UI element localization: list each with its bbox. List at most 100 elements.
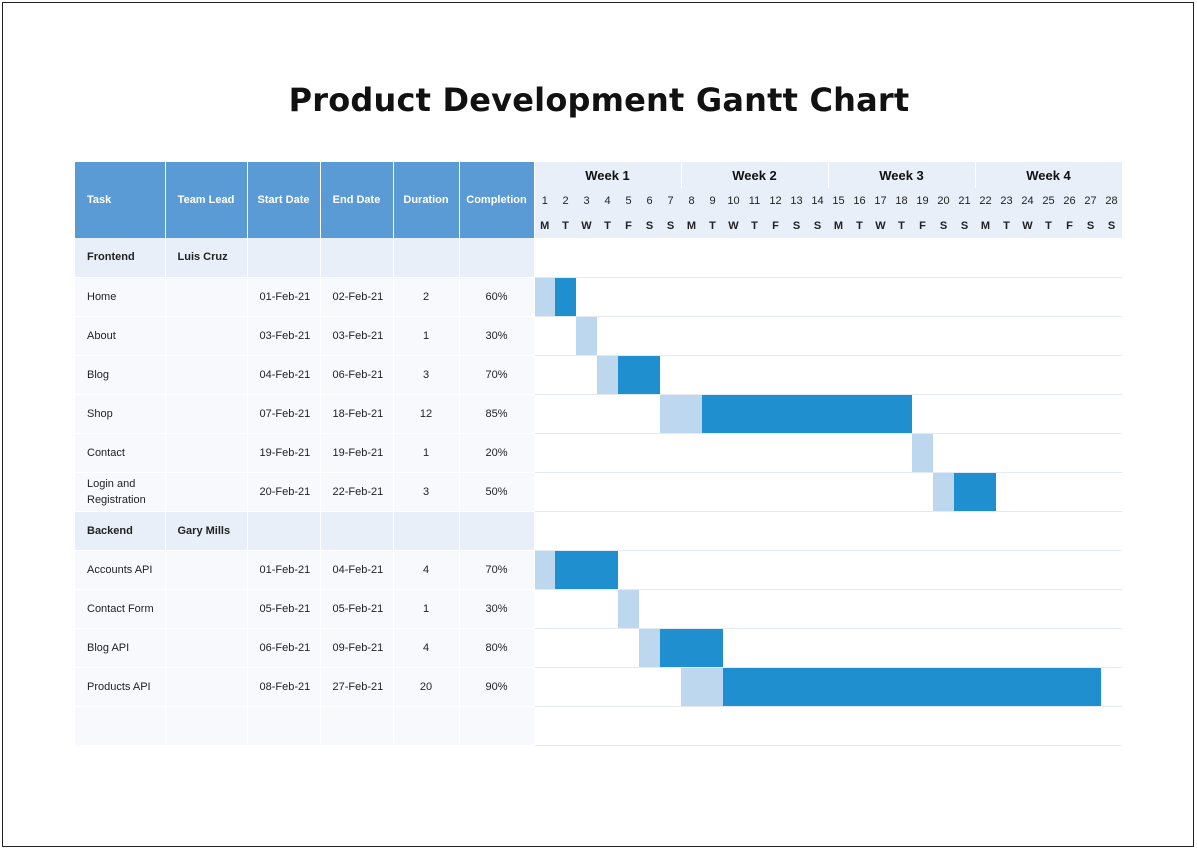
- week-header: Week 1: [534, 162, 682, 188]
- timeline-cell: [1038, 706, 1059, 746]
- timeline-cell: [1080, 277, 1101, 317]
- timeline-cell: [807, 355, 828, 395]
- gantt-bar-completed: [765, 394, 786, 434]
- timeline-cell: [786, 433, 807, 473]
- timeline-cell: [534, 472, 555, 512]
- gantt-bar-completed: [954, 472, 975, 512]
- timeline-cell: [702, 355, 723, 395]
- day-number: 5: [618, 188, 639, 213]
- timeline-cell: [576, 472, 597, 512]
- timeline-cell: [828, 316, 849, 356]
- timeline-cell: [807, 277, 828, 317]
- empty-cell: [459, 706, 535, 746]
- day-number: 27: [1080, 188, 1101, 213]
- timeline-cell: [975, 628, 996, 668]
- timeline-cell: [639, 316, 660, 356]
- timeline-cell: [891, 628, 912, 668]
- timeline-cell: [849, 472, 870, 512]
- page-title: Product Development Gantt Chart: [288, 81, 910, 119]
- gantt-bar-completed: [1059, 667, 1080, 707]
- timeline-cell: [828, 238, 849, 278]
- timeline-cell: [912, 589, 933, 629]
- timeline-cell: [786, 511, 807, 551]
- timeline-cell: [576, 589, 597, 629]
- day-number: 25: [1038, 188, 1059, 213]
- start-date: 07-Feb-21: [247, 394, 321, 434]
- gantt-bar-remaining: [933, 472, 954, 512]
- timeline-cell: [660, 667, 681, 707]
- timeline-cell: [534, 238, 555, 278]
- team-lead-cell: [165, 472, 248, 512]
- gantt-bar-completed: [744, 394, 765, 434]
- timeline-cell: [744, 433, 765, 473]
- timeline-cell: [1101, 511, 1122, 551]
- gantt-bar-completed: [975, 472, 996, 512]
- timeline-cell: [1101, 238, 1122, 278]
- timeline-cell: [1059, 355, 1080, 395]
- gantt-bar-completed: [786, 394, 807, 434]
- start-date: 06-Feb-21: [247, 628, 321, 668]
- timeline-cell: [1017, 433, 1038, 473]
- gantt-bar-completed: [828, 667, 849, 707]
- gantt-bar-completed: [555, 550, 576, 590]
- day-letter: T: [849, 213, 870, 238]
- timeline-cell: [870, 589, 891, 629]
- task-name: About: [75, 316, 166, 356]
- task-name: Accounts API: [75, 550, 166, 590]
- timeline-cell: [912, 706, 933, 746]
- task-row: Products API 08-Feb-21 27-Feb-21 20 90%: [75, 667, 1122, 707]
- timeline-cell: [702, 511, 723, 551]
- week-header: Week 3: [828, 162, 976, 188]
- task-row: Home 01-Feb-21 02-Feb-21 2 60%: [75, 277, 1122, 317]
- gantt-bar-completed: [702, 394, 723, 434]
- timeline-cell: [597, 589, 618, 629]
- duration: 3: [393, 355, 460, 395]
- timeline-cell: [681, 316, 702, 356]
- gantt-bar-remaining: [912, 433, 933, 473]
- timeline-cell: [681, 589, 702, 629]
- day-letter: M: [681, 213, 702, 238]
- timeline-cell: [1059, 628, 1080, 668]
- timeline-cell: [786, 238, 807, 278]
- timeline-cell: [1059, 316, 1080, 356]
- timeline-cell: [744, 550, 765, 590]
- timeline-cell: [576, 628, 597, 668]
- gantt-bar-completed: [933, 667, 954, 707]
- header-completion: Completion: [459, 162, 535, 238]
- timeline-cell: [618, 472, 639, 512]
- timeline-cell: [1059, 433, 1080, 473]
- gantt-table-wrap: Task Team Lead Start Date End Date Durat…: [75, 162, 1123, 746]
- team-lead-cell: [165, 589, 248, 629]
- day-letter: T: [744, 213, 765, 238]
- timeline-cell: [660, 316, 681, 356]
- timeline-cell: [1080, 550, 1101, 590]
- timeline-cell: [576, 277, 597, 317]
- timeline-cell: [618, 238, 639, 278]
- timeline-cell: [786, 628, 807, 668]
- timeline-cell: [744, 472, 765, 512]
- timeline-cell: [597, 511, 618, 551]
- timeline-cell: [996, 589, 1017, 629]
- timeline-cell: [996, 355, 1017, 395]
- timeline-cell: [660, 277, 681, 317]
- day-letter: M: [828, 213, 849, 238]
- empty-cell: [247, 238, 321, 278]
- timeline-cell: [618, 316, 639, 356]
- team-lead-cell: [165, 628, 248, 668]
- timeline-cell: [1038, 238, 1059, 278]
- timeline-cell: [1017, 394, 1038, 434]
- timeline-cell: [681, 706, 702, 746]
- timeline-cell: [996, 628, 1017, 668]
- timeline-cell: [660, 433, 681, 473]
- timeline-cell: [1059, 706, 1080, 746]
- timeline-cell: [555, 316, 576, 356]
- task-name: Login and Registration: [75, 472, 166, 512]
- day-number: 15: [828, 188, 849, 213]
- timeline-cell: [1017, 277, 1038, 317]
- week-header: Week 4: [975, 162, 1123, 188]
- team-lead-cell: [165, 316, 248, 356]
- timeline-cell: [807, 511, 828, 551]
- gantt-bar-completed: [702, 628, 723, 668]
- day-number: 11: [744, 188, 765, 213]
- task-name: Contact: [75, 433, 166, 473]
